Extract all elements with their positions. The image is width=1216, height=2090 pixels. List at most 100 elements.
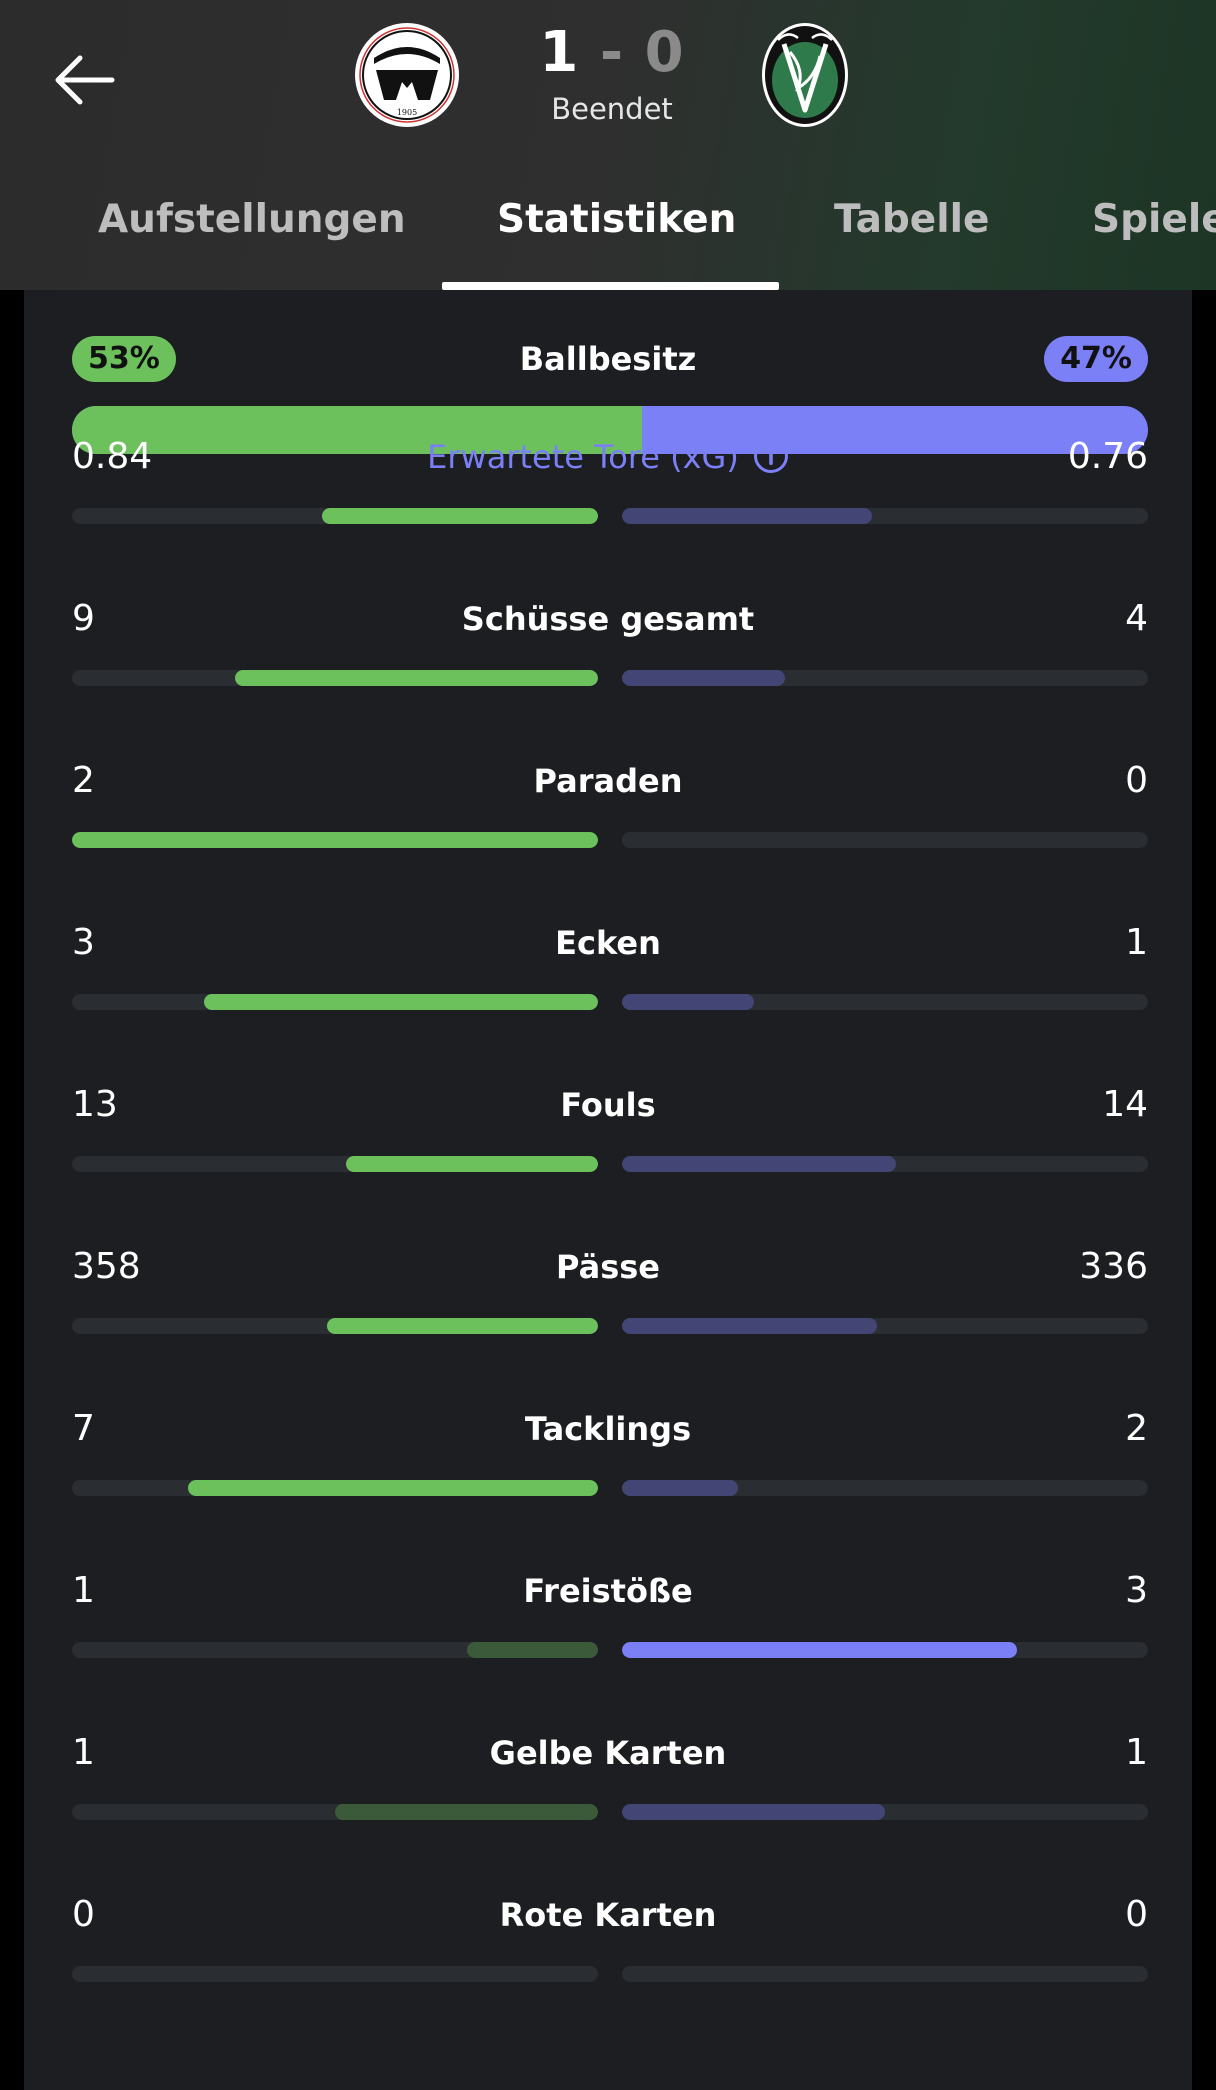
stat-label-text: Paraden bbox=[533, 762, 683, 800]
tab-aufstellungen[interactable]: Aufstellungen bbox=[98, 197, 406, 242]
stat-home-fill bbox=[72, 832, 598, 848]
active-tab-indicator bbox=[442, 282, 779, 290]
home-goals: 1 bbox=[539, 20, 580, 85]
stat-away-value: 3 bbox=[1125, 1570, 1148, 1611]
stat-away-fill bbox=[622, 1642, 1017, 1658]
stat-home-fill bbox=[466, 1642, 598, 1658]
stat-row: 0.84 Erwartete Tore (xG) 0.76 bbox=[24, 432, 1192, 594]
stat-home-value: 3 bbox=[72, 922, 95, 963]
stat-home-track bbox=[72, 1642, 598, 1658]
stat-home-track bbox=[72, 1480, 598, 1496]
match-header: 1905 1 - 0 Beendet Aufstellungen Statist… bbox=[0, 0, 1216, 290]
tab-spiele[interactable]: Spiele bbox=[1092, 197, 1216, 242]
info-icon[interactable] bbox=[753, 438, 789, 474]
stat-label[interactable]: Erwartete Tore (xG) bbox=[24, 432, 1192, 482]
stat-home-value: 0 bbox=[72, 1894, 95, 1935]
home-team-crest-icon[interactable]: 1905 bbox=[354, 22, 460, 128]
stat-away-value: 14 bbox=[1102, 1084, 1148, 1125]
stat-row: 1 Gelbe Karten 1 bbox=[24, 1728, 1192, 1890]
away-team-crest-icon[interactable] bbox=[760, 22, 850, 128]
stat-label-text: Ecken bbox=[555, 924, 661, 962]
stat-label: Tacklings bbox=[24, 1404, 1192, 1454]
possession-home-badge: 53% bbox=[72, 336, 176, 382]
possession-home-fill bbox=[72, 406, 643, 454]
stat-away-fill bbox=[622, 508, 872, 524]
stat-home-value: 2 bbox=[72, 760, 95, 801]
stat-home-track bbox=[72, 1156, 598, 1172]
stat-away-track bbox=[622, 1966, 1148, 1982]
stat-home-track bbox=[72, 832, 598, 848]
stat-away-value: 0.76 bbox=[1067, 436, 1148, 477]
stat-home-fill bbox=[203, 994, 598, 1010]
stat-home-track bbox=[72, 508, 598, 524]
stat-home-value: 7 bbox=[72, 1408, 95, 1449]
statistics-card: 53% Ballbesitz 47% 0.84 Erwartete Tore (x… bbox=[24, 290, 1192, 2090]
stat-label-text: Fouls bbox=[560, 1086, 656, 1124]
stat-label: Gelbe Karten bbox=[24, 1728, 1192, 1778]
stat-away-fill bbox=[622, 1156, 896, 1172]
stat-label-text: Freistöße bbox=[523, 1572, 693, 1610]
stat-away-track bbox=[622, 1642, 1148, 1658]
tab-bar: Aufstellungen Statistiken Tabelle Spiele bbox=[0, 190, 1216, 290]
stat-row: 358 Pässe 336 bbox=[24, 1242, 1192, 1404]
stat-label: Pässe bbox=[24, 1242, 1192, 1292]
possession-bar bbox=[72, 406, 1148, 454]
stat-away-value: 0 bbox=[1125, 760, 1148, 801]
stat-label-text: Pässe bbox=[556, 1248, 660, 1286]
stat-home-value: 1 bbox=[72, 1570, 95, 1611]
stat-away-fill bbox=[622, 994, 754, 1010]
stat-away-fill bbox=[622, 1318, 878, 1334]
stat-row: 13 Fouls 14 bbox=[24, 1080, 1192, 1242]
stat-home-fill bbox=[235, 670, 598, 686]
stat-away-track bbox=[622, 994, 1148, 1010]
stat-label-text: Tacklings bbox=[524, 1410, 692, 1448]
stat-label-text: Erwartete Tore (xG) bbox=[427, 438, 739, 476]
stat-label: Rote Karten bbox=[24, 1890, 1192, 1940]
stat-home-track bbox=[72, 1804, 598, 1820]
stat-away-track bbox=[622, 1480, 1148, 1496]
stat-away-value: 4 bbox=[1125, 598, 1148, 639]
stat-away-track bbox=[622, 1156, 1148, 1172]
stat-away-track bbox=[622, 508, 1148, 524]
tab-tabelle[interactable]: Tabelle bbox=[834, 197, 990, 242]
away-goals: 0 bbox=[644, 20, 685, 85]
stat-label: Fouls bbox=[24, 1080, 1192, 1130]
stat-row: 2 Paraden 0 bbox=[24, 756, 1192, 918]
stat-home-track bbox=[72, 670, 598, 686]
stat-home-track bbox=[72, 1318, 598, 1334]
stat-away-track bbox=[622, 670, 1148, 686]
stat-home-value: 358 bbox=[72, 1246, 141, 1287]
stat-row: 3 Ecken 1 bbox=[24, 918, 1192, 1080]
stat-away-track bbox=[622, 832, 1148, 848]
score-separator: - bbox=[599, 20, 625, 85]
stat-home-fill bbox=[327, 1318, 598, 1334]
stat-row: 0 Rote Karten 0 bbox=[24, 1890, 1192, 2052]
stat-home-value: 13 bbox=[72, 1084, 118, 1125]
tab-statistiken[interactable]: Statistiken bbox=[497, 197, 737, 242]
back-arrow-icon[interactable] bbox=[50, 45, 120, 115]
stat-home-track bbox=[72, 994, 598, 1010]
stat-home-value: 9 bbox=[72, 598, 95, 639]
stat-away-value: 2 bbox=[1125, 1408, 1148, 1449]
possession-label: Ballbesitz bbox=[519, 340, 697, 378]
stat-away-value: 336 bbox=[1079, 1246, 1148, 1287]
stat-home-track bbox=[72, 1966, 598, 1982]
stat-home-fill bbox=[187, 1480, 598, 1496]
score: 1 - 0 bbox=[500, 20, 724, 85]
stat-away-track bbox=[622, 1804, 1148, 1820]
stat-home-fill bbox=[345, 1156, 598, 1172]
stat-home-fill bbox=[335, 1804, 598, 1820]
match-status: Beendet bbox=[551, 92, 673, 126]
stat-label-text: Schüsse gesamt bbox=[461, 600, 755, 638]
stat-label: Paraden bbox=[24, 756, 1192, 806]
stat-row: 1 Freistöße 3 bbox=[24, 1566, 1192, 1728]
stat-away-fill bbox=[622, 1480, 738, 1496]
home-crest-year: 1905 bbox=[397, 108, 417, 117]
stat-label-text: Rote Karten bbox=[499, 1896, 717, 1934]
stat-away-track bbox=[622, 1318, 1148, 1334]
possession-away-badge: 47% bbox=[1044, 336, 1148, 382]
stat-label: Schüsse gesamt bbox=[24, 594, 1192, 644]
stat-home-value: 1 bbox=[72, 1732, 95, 1773]
stat-away-value: 0 bbox=[1125, 1894, 1148, 1935]
stat-label: Freistöße bbox=[24, 1566, 1192, 1616]
